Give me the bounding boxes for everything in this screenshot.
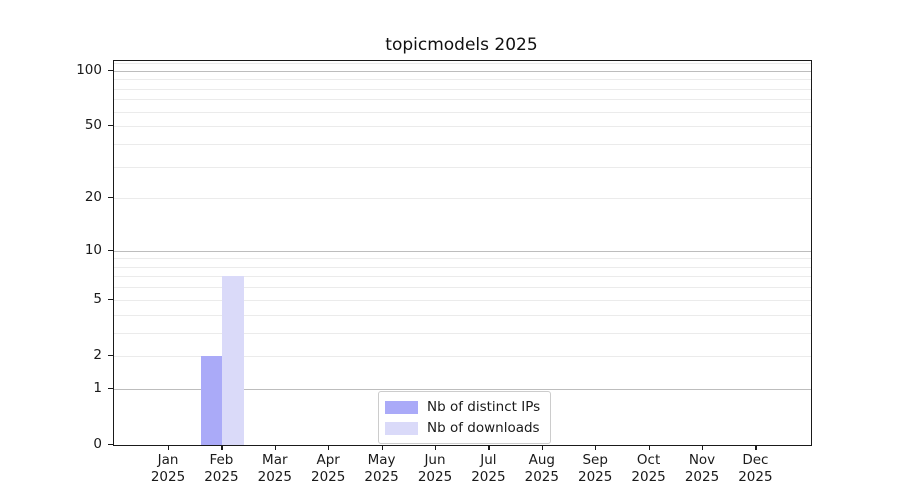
gridline-minor [114,287,811,289]
x-axis-tick-label: Jun 2025 [417,452,453,485]
x-axis-tick-label: Mar 2025 [257,452,292,485]
y-axis-tick-label: 100 [76,61,102,78]
y-axis-tick-mark [108,298,113,300]
x-axis-tick-label: Nov 2025 [684,452,720,485]
x-axis-tick-label: Feb 2025 [204,452,239,485]
gridline-minor [114,99,811,101]
gridline-minor [114,166,811,168]
gridline-minor [114,126,811,128]
x-axis-tick-mark [435,445,437,450]
gridline-minor [114,143,811,145]
x-axis-tick-label: Dec 2025 [738,452,773,485]
bar-distinct-ips [201,355,223,445]
legend-label-distinct-ips: Nb of distinct IPs [427,399,541,415]
gridline-minor [114,314,811,316]
y-axis-tick-mark [108,444,113,446]
x-axis-tick-mark [648,445,650,450]
y-axis-tick-mark [108,125,113,127]
gridline-major [114,250,811,252]
gridline-minor [114,88,811,90]
gridline-major [114,70,811,72]
y-axis-tick-label: 20 [84,189,102,206]
gridline-minor [114,111,811,113]
x-axis-tick-label: May 2025 [364,452,399,485]
y-axis-tick-label: 2 [93,346,102,363]
y-axis-tick-mark [108,69,113,71]
y-axis-tick-label: 0 [93,436,102,452]
legend-swatch-distinct-ips [385,400,418,414]
gridline-major [114,388,811,390]
gridline-minor [114,299,811,301]
gridline-minor [114,355,811,357]
x-axis-tick-mark [274,445,276,450]
legend-label-downloads: Nb of downloads [427,420,540,436]
gridline-minor [114,198,811,200]
chart-title: topicmodels 2025 [385,35,538,55]
y-axis-tick-mark [108,197,113,199]
x-axis-tick-label: Apr 2025 [311,452,346,485]
y-axis-tick-label: 50 [84,117,102,134]
x-axis-tick-label: Aug 2025 [524,452,559,485]
x-axis-tick-mark [168,445,170,450]
legend-swatch-downloads [385,421,418,435]
y-axis-tick-label: 5 [93,290,102,307]
x-axis-tick-label: Oct 2025 [631,452,666,485]
y-axis-tick-label: 1 [93,379,102,396]
gridline-minor [114,258,811,260]
x-axis-tick-mark [541,445,543,450]
bar-downloads [222,276,244,445]
x-axis-tick-mark [328,445,330,450]
x-axis-tick-label: Jan 2025 [150,452,186,485]
legend-entry-distinct-ips: Nb of distinct IPs [385,399,540,415]
x-axis-tick-mark [595,445,597,450]
legend: Nb of distinct IPs Nb of downloads [378,391,552,444]
y-axis-tick-mark [108,387,113,389]
y-axis-tick-mark [108,249,113,251]
x-axis-tick-mark [381,445,383,450]
gridline-minor [114,79,811,81]
gridline-minor [114,332,811,334]
x-axis-tick-label: Jul 2025 [471,452,506,485]
x-axis-tick-label: Sep 2025 [578,452,613,485]
x-axis-tick-mark [755,445,757,450]
x-axis-tick-mark [488,445,490,450]
x-axis-tick-mark [702,445,704,450]
x-axis-tick-mark [221,445,223,450]
gridline-minor [114,266,811,268]
gridline-minor [114,63,811,65]
plot-area [113,60,812,446]
y-axis-tick-mark [108,354,113,357]
gridline-minor [114,276,811,278]
legend-entry-downloads: Nb of downloads [385,420,540,436]
y-axis-tick-label: 10 [84,241,102,258]
